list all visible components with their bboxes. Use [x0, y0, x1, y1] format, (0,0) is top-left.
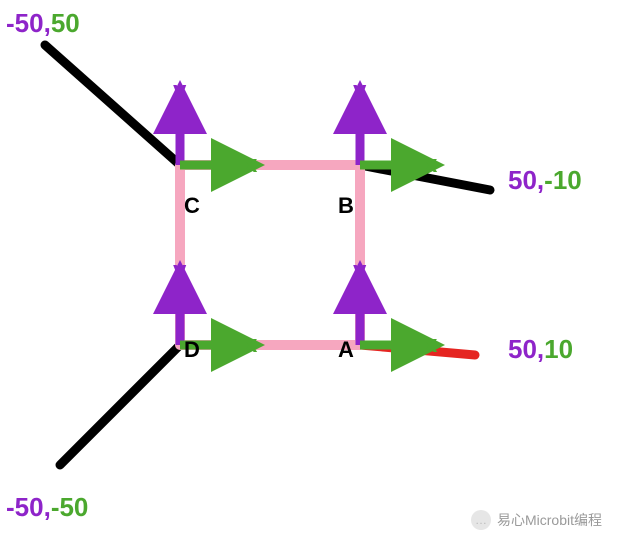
- coord-sep: ,: [44, 492, 51, 522]
- vertex-label-a: A: [338, 337, 354, 363]
- vertex-label-d: D: [184, 337, 200, 363]
- axis-x-d: x: [244, 331, 257, 359]
- coord-x: 50: [508, 334, 537, 364]
- footer-text: 易心Microbit编程: [497, 510, 602, 530]
- coord-x: 50: [508, 165, 537, 195]
- coordinate-diagram: [0, 0, 620, 542]
- coord-y: -10: [544, 165, 582, 195]
- footer: … 易心Microbit编程: [471, 510, 602, 530]
- coord-y: -50: [51, 492, 89, 522]
- coord-top-left: -50,50: [6, 8, 80, 39]
- footer-icon: …: [471, 510, 491, 530]
- coord-right-upper: 50,-10: [508, 165, 582, 196]
- vertex-label-b: B: [338, 193, 354, 219]
- coord-x: -50: [6, 492, 44, 522]
- coord-bottom-left: -50,-50: [6, 492, 88, 523]
- axis-y-c: y: [173, 77, 186, 105]
- coord-y: 10: [544, 334, 573, 364]
- axis-y-d: y: [173, 257, 186, 285]
- axis-x-b: x: [424, 151, 437, 179]
- vertex-label-c: C: [184, 193, 200, 219]
- coord-x: -50: [6, 8, 44, 38]
- axis-x-c: x: [244, 151, 257, 179]
- axis-x-a: x: [424, 331, 437, 359]
- coord-y: 50: [51, 8, 80, 38]
- axis-y-b: y: [353, 77, 366, 105]
- axis-y-a: y: [353, 257, 366, 285]
- coord-sep: ,: [44, 8, 51, 38]
- coord-right-lower: 50,10: [508, 334, 573, 365]
